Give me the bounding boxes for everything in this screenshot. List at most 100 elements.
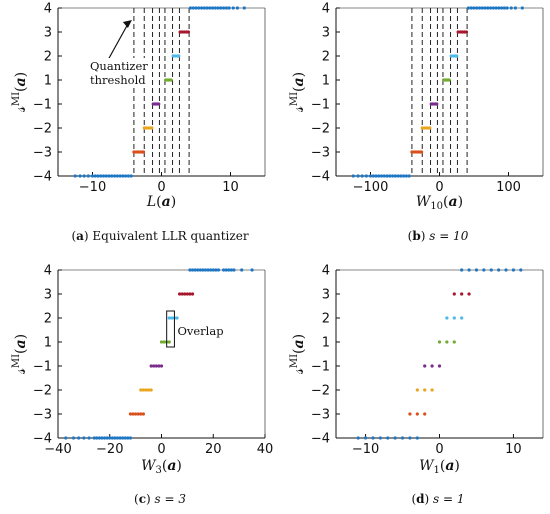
data-point (205, 6, 209, 10)
data-point (460, 316, 464, 320)
data-point (388, 174, 392, 178)
y-axis-label: 𝓈MI(a) (288, 334, 307, 374)
data-point (452, 316, 456, 320)
data-point (423, 388, 427, 392)
data-point (356, 436, 360, 440)
data-point (472, 6, 476, 10)
data-point (360, 174, 364, 178)
data-point (157, 102, 161, 106)
data-point (222, 268, 226, 272)
data-point (467, 292, 471, 296)
data-point (378, 436, 382, 440)
annotation-arrow (107, 23, 129, 61)
data-point (167, 340, 171, 344)
data-point (371, 436, 375, 440)
data-point (93, 174, 97, 178)
y-tick-label: −2 (311, 384, 330, 399)
data-point (399, 174, 403, 178)
y-tick-label: 4 (44, 264, 52, 279)
data-point (71, 436, 76, 440)
data-point (452, 292, 456, 296)
y-tick-label: −4 (311, 432, 330, 447)
data-point (115, 436, 120, 440)
data-point (107, 174, 111, 178)
data-point (197, 6, 201, 10)
data-point (222, 6, 226, 10)
data-point (202, 6, 206, 10)
overlap-box (166, 310, 175, 348)
data-point (108, 436, 112, 440)
data-point (430, 388, 434, 392)
y-axis-label: 𝓈MI(a) (288, 72, 307, 112)
data-point (474, 268, 479, 272)
data-point (415, 412, 419, 416)
data-point (169, 78, 173, 82)
data-point (118, 174, 122, 178)
data-point (180, 292, 184, 296)
data-point (374, 174, 378, 178)
data-point (491, 6, 495, 10)
y-tick-label: 3 (322, 26, 330, 41)
data-point (488, 6, 493, 10)
y-tick-label: −1 (33, 360, 52, 375)
data-point (112, 174, 117, 178)
y-tick-label: 1 (322, 74, 330, 89)
data-point (482, 268, 486, 272)
data-point (242, 6, 246, 10)
y-tick-label: 3 (322, 288, 330, 303)
data-point (386, 436, 390, 440)
data-point (87, 436, 91, 440)
data-point (190, 268, 195, 272)
x-tick-label: 20 (205, 442, 222, 457)
y-tick-label: −3 (33, 408, 52, 423)
data-point (141, 150, 146, 154)
data-point (188, 292, 192, 296)
y-tick-label: 2 (44, 50, 52, 65)
data-point (489, 268, 493, 272)
data-point (229, 268, 233, 272)
data-point (126, 436, 130, 440)
data-point (100, 436, 104, 440)
data-point (141, 388, 145, 392)
y-tick-label: 4 (322, 264, 330, 279)
y-tick-label: −1 (311, 360, 330, 375)
data-point (216, 268, 221, 272)
data-point (124, 174, 128, 178)
data-point (178, 292, 182, 296)
y-tick-label: 1 (322, 336, 330, 351)
y-tick-label: −3 (311, 146, 330, 161)
panel-caption: (a) Equivalent LLR quantizer (71, 229, 248, 243)
data-point (393, 174, 397, 178)
data-point (193, 268, 197, 272)
data-point (150, 126, 154, 130)
data-point (96, 174, 100, 178)
data-point (437, 364, 442, 368)
data-point (86, 174, 90, 178)
data-point (141, 412, 145, 416)
data-point (213, 6, 217, 10)
data-point (159, 364, 164, 368)
data-point (404, 174, 408, 178)
data-point (371, 174, 375, 178)
data-point (110, 436, 114, 440)
data-point (73, 174, 77, 178)
data-point (408, 436, 412, 440)
data-point (447, 78, 451, 82)
data-point (190, 292, 195, 296)
panel-caption: (b) s = 10 (408, 229, 469, 243)
data-point (188, 6, 193, 10)
data-point (102, 436, 107, 440)
data-point (402, 174, 406, 178)
data-point (467, 268, 471, 272)
data-point (110, 174, 114, 178)
data-point (382, 174, 386, 178)
data-point (186, 30, 191, 34)
data-point (445, 316, 449, 320)
data-point (64, 436, 68, 440)
y-tick-label: 4 (322, 2, 330, 17)
x-axis-label: W3(a) (141, 458, 182, 476)
data-point (419, 150, 424, 154)
x-tick-label: −10 (79, 180, 106, 195)
